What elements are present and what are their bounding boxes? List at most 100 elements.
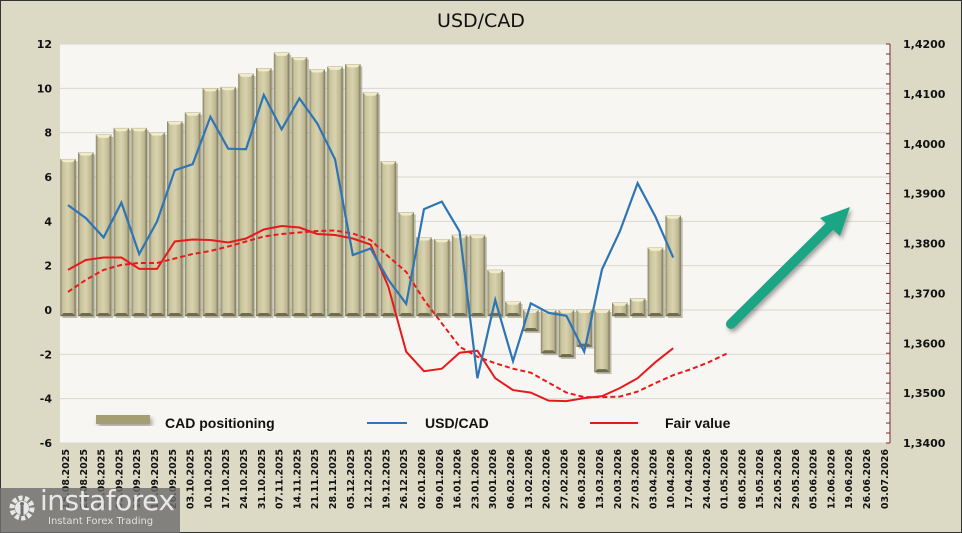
x-tick-label: 19.06.2026 xyxy=(844,449,855,509)
bar-bevel-bottom xyxy=(256,313,272,316)
x-tick-label: 05.06.2026 xyxy=(809,449,820,509)
usdcad-line xyxy=(67,92,675,379)
left-tick-label: 8 xyxy=(44,127,52,140)
bar-bevel xyxy=(558,310,574,313)
bar-bevel xyxy=(434,239,450,243)
x-tick-label: 12.09.2025 xyxy=(132,449,143,509)
bar-bevel-bottom xyxy=(220,313,236,316)
x-tick-label: 13.02.2026 xyxy=(524,449,535,509)
bar-bevel xyxy=(630,298,646,302)
bar-body xyxy=(594,309,610,373)
bar-bevel xyxy=(416,237,432,241)
bar-bevel-bottom xyxy=(541,350,557,354)
left-tick-label: 6 xyxy=(44,171,52,184)
bar-bevel-bottom xyxy=(96,313,112,316)
bar xyxy=(309,69,327,318)
x-tick-label: 15.05.2026 xyxy=(755,449,766,509)
bar-bevel-bottom xyxy=(309,313,325,316)
bar-bevel xyxy=(113,128,129,132)
bar xyxy=(273,52,292,318)
bar-bevel-bottom xyxy=(202,313,218,316)
bar-body xyxy=(149,132,165,317)
trend-arrow-head xyxy=(820,207,850,236)
x-tick-label: 19.09.2025 xyxy=(150,449,161,509)
bar xyxy=(131,127,149,318)
bar xyxy=(647,247,665,318)
bar xyxy=(238,73,256,318)
bar-body xyxy=(238,73,254,317)
bar-bevel-bottom xyxy=(274,313,290,316)
trend-arrow-shaft xyxy=(726,219,837,329)
bar-bevel-bottom xyxy=(665,313,681,316)
left-tick-label: 12 xyxy=(37,38,52,51)
gear-logo-icon xyxy=(9,495,35,521)
bar xyxy=(505,301,523,318)
trend-arrow xyxy=(726,207,850,329)
bar-body xyxy=(344,64,361,317)
bar-bevel-bottom xyxy=(452,313,468,316)
bar-bevel-bottom xyxy=(131,313,147,316)
bar-bevel-bottom xyxy=(558,353,574,357)
bar-bevel xyxy=(398,212,414,216)
bar-bevel xyxy=(96,134,112,138)
x-tick-label: 24.10.2025 xyxy=(239,449,250,509)
left-axis: 12 10 8 6 4 2 0 -2 -4 -6 xyxy=(37,38,53,450)
left-tick-label: 0 xyxy=(44,304,52,317)
bar-bevel-bottom xyxy=(469,313,485,316)
bar xyxy=(95,134,114,318)
x-tick-label: 21.11.2025 xyxy=(310,449,321,509)
x-tick-label: 03.10.2025 xyxy=(186,449,197,509)
bar-bevel xyxy=(167,121,183,125)
watermark-tagline: Instant Forex Trading xyxy=(48,516,154,527)
bar-bevel xyxy=(220,87,236,91)
bar-body xyxy=(380,161,397,317)
x-tick-label: 12.06.2026 xyxy=(826,449,837,509)
bar-body xyxy=(184,112,201,317)
legend-swatch-cad-positioning xyxy=(96,415,150,424)
left-tick-label: -2 xyxy=(40,348,52,361)
x-tick-label: 15.08.2025 xyxy=(61,449,72,509)
bar-bevel-bottom xyxy=(380,313,396,316)
bar xyxy=(540,309,559,356)
bar-bevel xyxy=(238,73,254,77)
bar-bevel xyxy=(327,66,343,70)
x-tick-label: 03.07.2026 xyxy=(880,449,891,509)
legend: CAD positioning USD/CAD Fair value xyxy=(96,415,731,431)
x-tick-label: 27.03.2026 xyxy=(631,449,642,509)
watermark-brand: instaforex xyxy=(40,484,175,517)
bar xyxy=(78,152,96,318)
x-tick-label: 29.08.2025 xyxy=(97,449,108,509)
bar-body xyxy=(113,127,130,317)
right-tick-label: 1,3800 xyxy=(903,238,946,251)
bar-bevel-bottom xyxy=(149,313,165,316)
right-tick-label: 1,3600 xyxy=(903,337,946,350)
bar-bevel-bottom xyxy=(523,328,539,332)
x-tick-label: 17.04.2026 xyxy=(684,449,695,509)
bar-bevel-bottom xyxy=(505,313,521,316)
x-tick-label: 26.09.2025 xyxy=(168,449,179,509)
x-tick-label: 03.04.2026 xyxy=(648,449,659,509)
bar-bevel-bottom xyxy=(630,313,646,316)
bar-bevel xyxy=(380,161,396,165)
bar xyxy=(149,132,167,318)
bar-bevel xyxy=(647,247,663,251)
bar-body xyxy=(291,56,308,317)
x-tick-label: 19.12.2025 xyxy=(381,449,392,509)
x-tick-label: 20.02.2026 xyxy=(542,449,553,509)
x-tick-label: 02.01.2026 xyxy=(417,449,428,509)
bar-bevel-bottom xyxy=(60,313,76,316)
bar-bevel xyxy=(363,92,379,96)
x-tick-label: 30.01.2026 xyxy=(488,449,499,509)
bar-bevel-bottom xyxy=(113,313,129,316)
bar-body xyxy=(309,69,326,317)
x-tick-label: 26.06.2026 xyxy=(862,449,873,509)
x-tick-label: 22.08.2025 xyxy=(79,449,90,509)
bar-bevel xyxy=(185,112,201,116)
right-tick-label: 1,3400 xyxy=(903,437,946,450)
bar-bevel xyxy=(309,69,325,73)
left-tick-label: 4 xyxy=(44,215,52,228)
bar xyxy=(469,234,487,318)
bar xyxy=(167,121,185,318)
x-tick-label: 05.09.2025 xyxy=(114,449,125,509)
